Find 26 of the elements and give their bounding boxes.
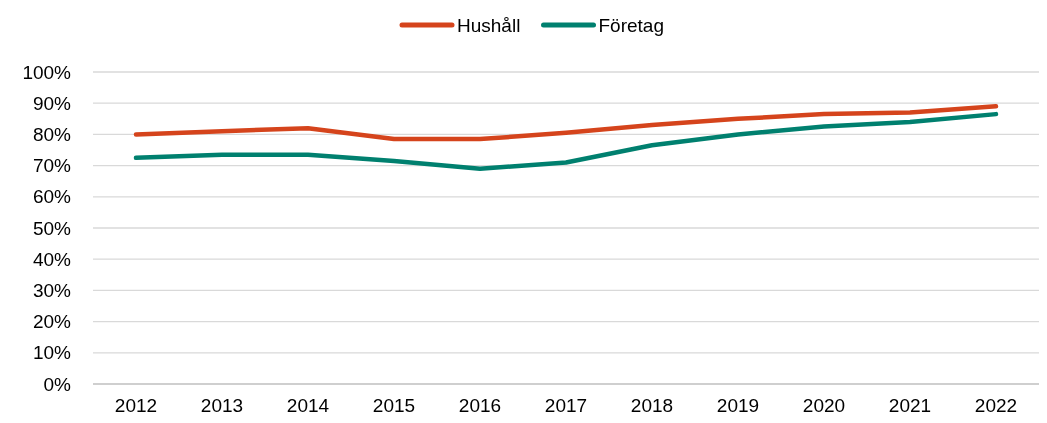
x-tick-label: 2017 xyxy=(544,395,588,416)
y-tick-label: 60% xyxy=(32,186,72,208)
y-tick-label: 20% xyxy=(32,311,72,333)
x-tick-label: 2014 xyxy=(286,395,330,416)
x-tick-label: 2018 xyxy=(630,395,674,416)
legend-label: Företag xyxy=(598,14,664,36)
y-tick-label: 80% xyxy=(32,124,72,146)
y-tick-label: 40% xyxy=(32,248,72,270)
x-tick-label: 2021 xyxy=(888,395,932,416)
line-series xyxy=(133,111,999,171)
y-tick-label: 70% xyxy=(32,155,72,177)
x-tick-label: 2016 xyxy=(458,395,502,416)
x-tick-label: 2013 xyxy=(200,395,244,416)
y-tick-label: 90% xyxy=(32,92,72,114)
x-tick-label: 2020 xyxy=(802,395,846,416)
legend-label: Hushåll xyxy=(457,14,521,36)
y-tick-label: 50% xyxy=(32,217,72,239)
x-tick-label: 2012 xyxy=(114,395,158,416)
x-tick-label: 2022 xyxy=(974,395,1018,416)
y-tick-label: 100% xyxy=(22,61,72,83)
line-series xyxy=(133,104,999,142)
y-tick-label: 30% xyxy=(32,280,72,302)
x-tick-label: 2015 xyxy=(372,395,416,416)
y-tick-label: 0% xyxy=(43,373,72,395)
x-tick-label: 2019 xyxy=(716,395,760,416)
y-tick-label: 10% xyxy=(32,342,72,364)
